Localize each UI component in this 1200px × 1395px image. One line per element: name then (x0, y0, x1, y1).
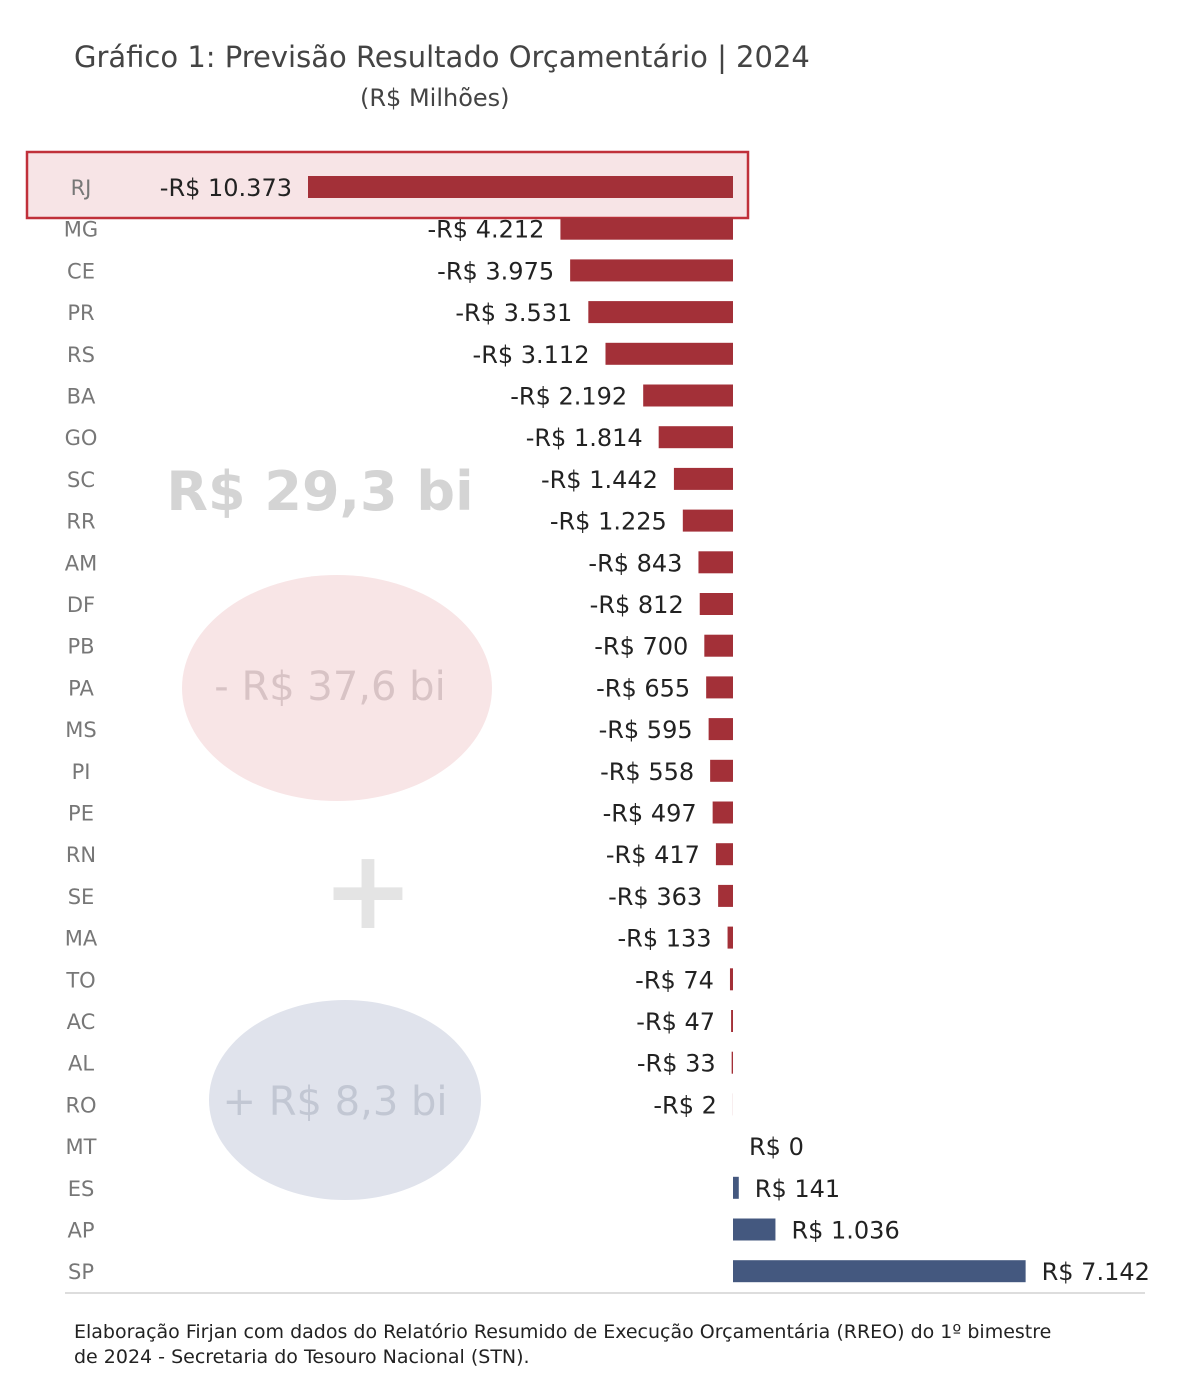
category-label-am: AM (65, 551, 97, 575)
negative-total-bubble (182, 575, 492, 801)
positive-total-bubble (209, 1000, 481, 1200)
bar-pe (712, 801, 733, 824)
value-label-rs: -R$ 3.112 (473, 341, 590, 369)
bar-ap (733, 1218, 776, 1241)
category-label-mt: MT (66, 1135, 97, 1159)
annotations: R$ 29,3 bi - R$ 37,6 bi + + R$ 8,3 bi (166, 460, 492, 1200)
value-label-sp: R$ 7.142 (1042, 1258, 1150, 1286)
category-labels: RJ MG CE PR RS BA GO SC RR AM DF PB PA MS PI PE RN SE MA TO… (64, 176, 98, 1284)
category-label-ac: AC (67, 1010, 96, 1034)
value-label-mg: -R$ 4.212 (427, 216, 544, 244)
value-label-go: -R$ 1.814 (526, 424, 643, 452)
value-label-rr: -R$ 1.225 (550, 508, 667, 536)
bar-pr (588, 301, 733, 324)
chart-title: Gráfico 1: Previsão Resultado Orçamentár… (74, 40, 810, 74)
total-annotation: R$ 29,3 bi (166, 460, 473, 523)
value-label-al: -R$ 33 (637, 1050, 716, 1078)
category-label-pa: PA (68, 676, 94, 700)
category-label-se: SE (68, 885, 95, 909)
bar-pb (704, 634, 733, 657)
category-label-rn: RN (66, 843, 96, 867)
bar-pi (710, 759, 733, 782)
value-label-pi: -R$ 558 (600, 758, 694, 786)
value-label-rj: -R$ 10.373 (160, 174, 292, 202)
bar-es (733, 1176, 739, 1199)
category-label-pi: PI (72, 760, 91, 784)
bar-rj (308, 176, 733, 198)
category-label-sc: SC (67, 468, 95, 492)
category-label-pe: PE (68, 802, 94, 826)
bar-chart: R$ 29,3 bi - R$ 37,6 bi + + R$ 8,3 bi RJ… (25, 150, 1150, 1294)
category-label-to: TO (65, 968, 95, 992)
category-label-ms: MS (65, 718, 96, 742)
bar-ba (643, 384, 733, 407)
source-note: Elaboração Firjan com dados do Relatório… (74, 1321, 1052, 1368)
category-label-ce: CE (67, 259, 95, 283)
value-label-sc: -R$ 1.442 (541, 466, 658, 494)
category-label-es: ES (68, 1177, 95, 1201)
bar-pa (706, 676, 733, 699)
value-label-ap: R$ 1.036 (791, 1217, 899, 1245)
plus-sign-annotation: + (322, 826, 414, 954)
value-label-ac: -R$ 47 (636, 1008, 715, 1036)
bar-sc (673, 467, 733, 490)
value-label-am: -R$ 843 (588, 549, 682, 577)
category-label-rr: RR (66, 510, 95, 534)
value-label-ba: -R$ 2.192 (510, 383, 627, 411)
bar-sp (733, 1260, 1026, 1283)
bar-rr (682, 509, 733, 532)
bars (308, 176, 1026, 1283)
value-label-ce: -R$ 3.975 (437, 257, 554, 285)
bar-df (699, 593, 733, 615)
bar-ac (731, 1010, 733, 1032)
value-label-se: -R$ 363 (608, 883, 702, 911)
negative-total-annotation: - R$ 37,6 bi (214, 664, 445, 710)
category-label-pr: PR (67, 301, 94, 325)
bar-ms (708, 718, 733, 741)
value-labels: -R$ 10.373 -R$ 4.212 -R$ 3.975 -R$ 3.531 -R$… (160, 174, 1150, 1286)
value-label-pa: -R$ 655 (596, 674, 690, 702)
value-label-es: R$ 141 (755, 1175, 840, 1203)
value-label-ma: -R$ 133 (618, 925, 712, 953)
value-label-pb: -R$ 700 (594, 633, 688, 661)
value-label-to: -R$ 74 (635, 966, 714, 994)
category-label-ma: MA (65, 927, 98, 951)
positive-total-annotation: + R$ 8,3 bi (222, 1079, 447, 1125)
bar-mg (560, 217, 733, 240)
category-label-ap: AP (67, 1219, 94, 1243)
category-label-al: AL (68, 1052, 94, 1076)
bar-am (698, 551, 733, 574)
chart-subtitle: (R$ Milhões) (360, 84, 510, 112)
value-label-pr: -R$ 3.531 (455, 299, 572, 327)
category-label-mg: MG (64, 218, 98, 242)
bar-se (718, 884, 733, 907)
category-label-ba: BA (67, 385, 96, 409)
value-label-df: -R$ 812 (590, 591, 684, 619)
category-label-df: DF (67, 593, 95, 617)
category-label-ro: RO (65, 1093, 96, 1117)
bar-rs (605, 342, 733, 365)
category-label-sp: SP (68, 1260, 94, 1284)
bar-ce (570, 259, 733, 282)
category-label-go: GO (65, 426, 98, 450)
value-label-rn: -R$ 417 (606, 841, 700, 869)
value-label-mt: R$ 0 (749, 1133, 804, 1161)
bar-go (658, 426, 733, 449)
bar-rn (715, 843, 733, 866)
category-label-rj: RJ (71, 176, 92, 200)
bar-to (729, 968, 733, 991)
value-label-pe: -R$ 497 (603, 800, 697, 828)
value-label-ro: -R$ 2 (653, 1091, 717, 1119)
bar-ma (727, 926, 733, 949)
bar-al (731, 1051, 733, 1074)
value-label-ms: -R$ 595 (599, 716, 693, 744)
category-label-rs: RS (67, 343, 95, 367)
category-label-pb: PB (67, 635, 94, 659)
